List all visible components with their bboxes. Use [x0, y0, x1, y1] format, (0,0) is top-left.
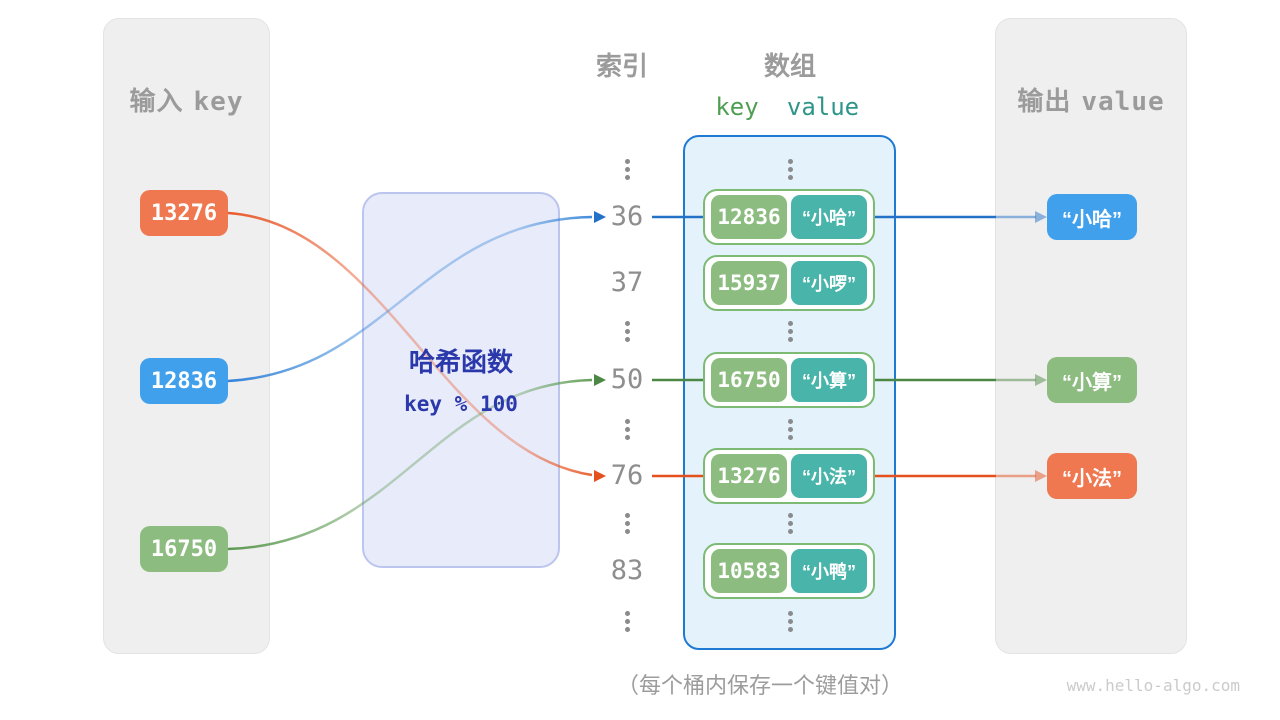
watermark: www.hello-algo.com	[1066, 676, 1240, 695]
ellipsis-dots	[623, 159, 631, 180]
bucket-row: 10583 “小鸭”	[703, 543, 875, 599]
input-key-box: 16750	[140, 526, 228, 572]
bucket-key: 16750	[711, 358, 787, 402]
index-value: 76	[610, 460, 644, 491]
bucket-key: 13276	[711, 454, 787, 498]
ellipsis-dots	[623, 321, 631, 342]
bucket-row: 12836 “小哈”	[703, 189, 875, 245]
output-panel-title: 输出 value	[996, 81, 1186, 118]
hash-function-formula: key % 100	[404, 392, 518, 416]
input-panel-title-zh: 输入	[129, 85, 184, 116]
output-value-box: “小哈”	[1047, 194, 1137, 240]
input-key-box: 12836	[140, 358, 228, 404]
hash-function-title: 哈希函数	[408, 347, 513, 377]
ellipsis-dots	[786, 419, 794, 440]
index-value: 83	[610, 555, 644, 586]
ellipsis-dots	[623, 419, 631, 440]
ellipsis-dots	[786, 513, 794, 534]
input-panel-title: 输入 key	[104, 81, 269, 118]
bucket-row: 15937 “小啰”	[703, 255, 875, 311]
bucket-value: “小算”	[791, 358, 867, 402]
bucket-key: 12836	[711, 195, 787, 239]
bucket-key: 10583	[711, 549, 787, 593]
output-panel-title-en: value	[1081, 86, 1165, 117]
bucket-row: 16750 “小算”	[703, 352, 875, 408]
index-value: 36	[610, 201, 644, 232]
array-value-label: value	[786, 93, 860, 121]
ellipsis-dots	[786, 159, 794, 180]
index-column-header: 索引	[595, 51, 648, 81]
ellipsis-dots	[623, 513, 631, 534]
diagram-caption: （每个桶内保存一个键值对）	[616, 673, 903, 698]
bucket-value: “小鸭”	[791, 549, 867, 593]
array-column-header: 数组	[763, 51, 816, 81]
output-panel: 输出 value	[995, 18, 1187, 654]
input-key-box: 13276	[140, 190, 228, 236]
bucket-value: “小啰”	[791, 261, 867, 305]
index-value: 50	[610, 364, 644, 395]
bucket-key: 15937	[711, 261, 787, 305]
ellipsis-dots	[786, 611, 794, 632]
bucket-row: 13276 “小法”	[703, 448, 875, 504]
hash-function-box	[362, 192, 560, 568]
bucket-value: “小哈”	[791, 195, 867, 239]
index-value: 37	[610, 267, 644, 298]
ellipsis-dots	[786, 321, 794, 342]
output-value-box: “小算”	[1047, 357, 1137, 403]
output-panel-title-zh: 输出	[1017, 85, 1072, 116]
bucket-value: “小法”	[791, 454, 867, 498]
output-value-box: “小法”	[1047, 453, 1137, 499]
ellipsis-dots	[623, 611, 631, 632]
array-key-label: key	[715, 93, 759, 121]
input-panel-title-en: key	[193, 86, 244, 117]
